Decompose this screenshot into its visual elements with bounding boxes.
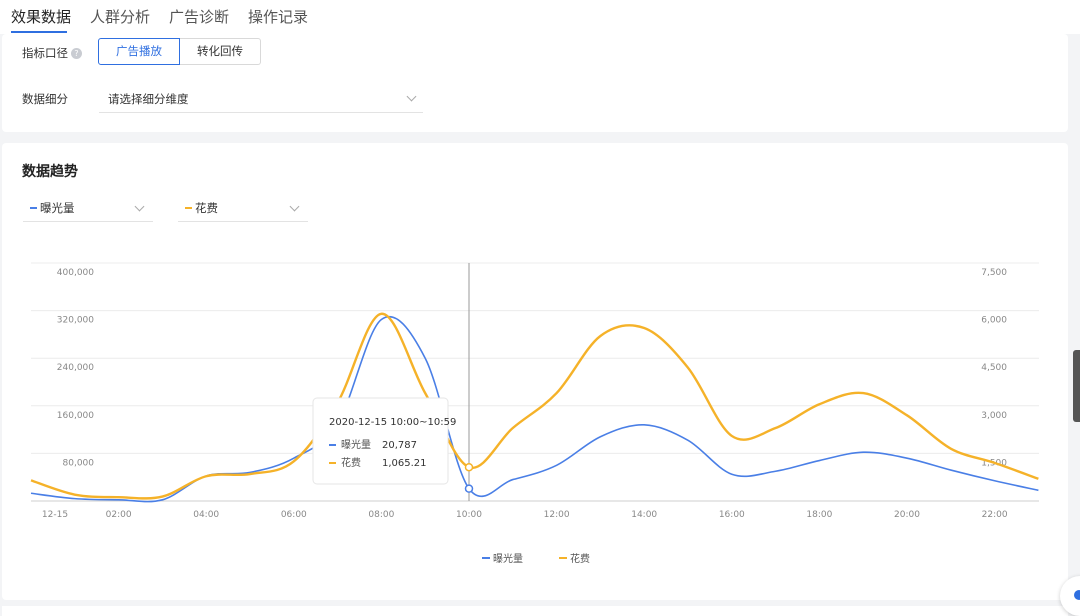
x-tick-label: 12-15 — [42, 510, 68, 520]
tooltip-title: 2020-12-15 10:00~10:59 — [329, 417, 456, 428]
x-tick-label: 14:00 — [631, 510, 657, 520]
series-1-swatch — [30, 207, 37, 209]
tab-operation-log[interactable]: 操作记录 — [248, 8, 309, 26]
metric-select-1-value: 曝光量 — [40, 201, 75, 215]
tooltip-series-value: 20,787 — [382, 440, 417, 451]
metric-caliber-text: 指标口径 — [22, 46, 68, 60]
tooltip-series-name: 花费 — [341, 456, 361, 469]
hover-point-1 — [464, 484, 474, 493]
next-panel-edge — [2, 606, 1068, 616]
assistant-float-button[interactable] — [1060, 576, 1080, 616]
metric-select-2[interactable]: 花费 — [178, 198, 308, 222]
metric-caliber-label: 指标口径? — [22, 45, 82, 61]
metric-select-2-value: 花费 — [195, 201, 218, 215]
x-tick-label: 22:00 — [982, 510, 1008, 520]
tooltip-series-value: 1,065.21 — [382, 458, 427, 469]
breakdown-placeholder: 请选择细分维度 — [108, 92, 189, 106]
help-icon[interactable]: ? — [71, 48, 82, 59]
x-tick-label: 04:00 — [193, 510, 219, 520]
metric-segmented-control: 广告播放 转化回传 — [98, 38, 261, 65]
assistant-icon — [1074, 590, 1080, 600]
x-tick-label: 12:00 — [544, 510, 570, 520]
tooltip-box — [312, 397, 449, 485]
x-tick-label: 16:00 — [719, 510, 745, 520]
tooltip-series-name: 曝光量 — [341, 438, 371, 451]
tooltip-swatch — [329, 444, 336, 446]
legend-item: 曝光量 — [493, 552, 523, 565]
ad-play-option[interactable]: 广告播放 — [98, 38, 180, 65]
y-left-tick-label: 400,000 — [57, 268, 94, 278]
x-tick-label: 20:00 — [894, 510, 920, 520]
active-tab-indicator — [11, 31, 67, 33]
legend-swatch — [559, 557, 567, 559]
y-right-tick-label: 6,000 — [981, 316, 1007, 326]
tab-ad-diagnosis[interactable]: 广告诊断 — [169, 8, 230, 26]
y-left-tick-label: 160,000 — [57, 411, 94, 421]
y-left-tick-label: 240,000 — [57, 363, 94, 373]
series-line-1 — [30, 315, 1039, 503]
tooltip: 2020-12-15 10:00~10:59 曝光量 20,787 花费 1,065.2… — [312, 397, 456, 485]
x-tick-label: 10:00 — [456, 510, 482, 520]
series-line-2 — [30, 312, 1039, 500]
tab-bar: 效果数据 人群分析 广告诊断 操作记录 — [0, 0, 1080, 34]
hover-point-2 — [464, 462, 474, 472]
x-tick-label: 08:00 — [368, 510, 394, 520]
x-tick-label: 18:00 — [806, 510, 832, 520]
x-tick-label: 06:00 — [281, 510, 307, 520]
breakdown-label: 数据细分 — [22, 92, 68, 106]
series-2-swatch — [185, 207, 192, 209]
tab-audience-analysis[interactable]: 人群分析 — [90, 8, 151, 26]
legend-item: 花费 — [570, 552, 590, 565]
legend-swatch — [482, 557, 490, 559]
trend-panel: 数据趋势 曝光量 花费 — [2, 143, 1068, 600]
trend-title: 数据趋势 — [22, 164, 78, 180]
y-left-tick-label: 80,000 — [63, 458, 95, 468]
filter-panel: 指标口径? 广告播放 转化回传 数据细分 请选择细分维度 — [2, 34, 1068, 132]
y-right-tick-label: 7,500 — [981, 268, 1007, 278]
y-left-tick-label: 320,000 — [57, 316, 94, 326]
breakdown-select[interactable]: 请选择细分维度 — [99, 86, 423, 113]
y-right-tick-label: 3,000 — [981, 411, 1007, 421]
tooltip-swatch — [329, 462, 336, 464]
metric-select-1[interactable]: 曝光量 — [23, 198, 153, 222]
tab-effect-data[interactable]: 效果数据 — [11, 8, 72, 26]
conversion-callback-option[interactable]: 转化回传 — [180, 38, 261, 65]
y-right-tick-label: 4,500 — [981, 363, 1007, 373]
x-tick-label: 02:00 — [106, 510, 132, 520]
side-drawer-handle[interactable] — [1073, 350, 1080, 422]
